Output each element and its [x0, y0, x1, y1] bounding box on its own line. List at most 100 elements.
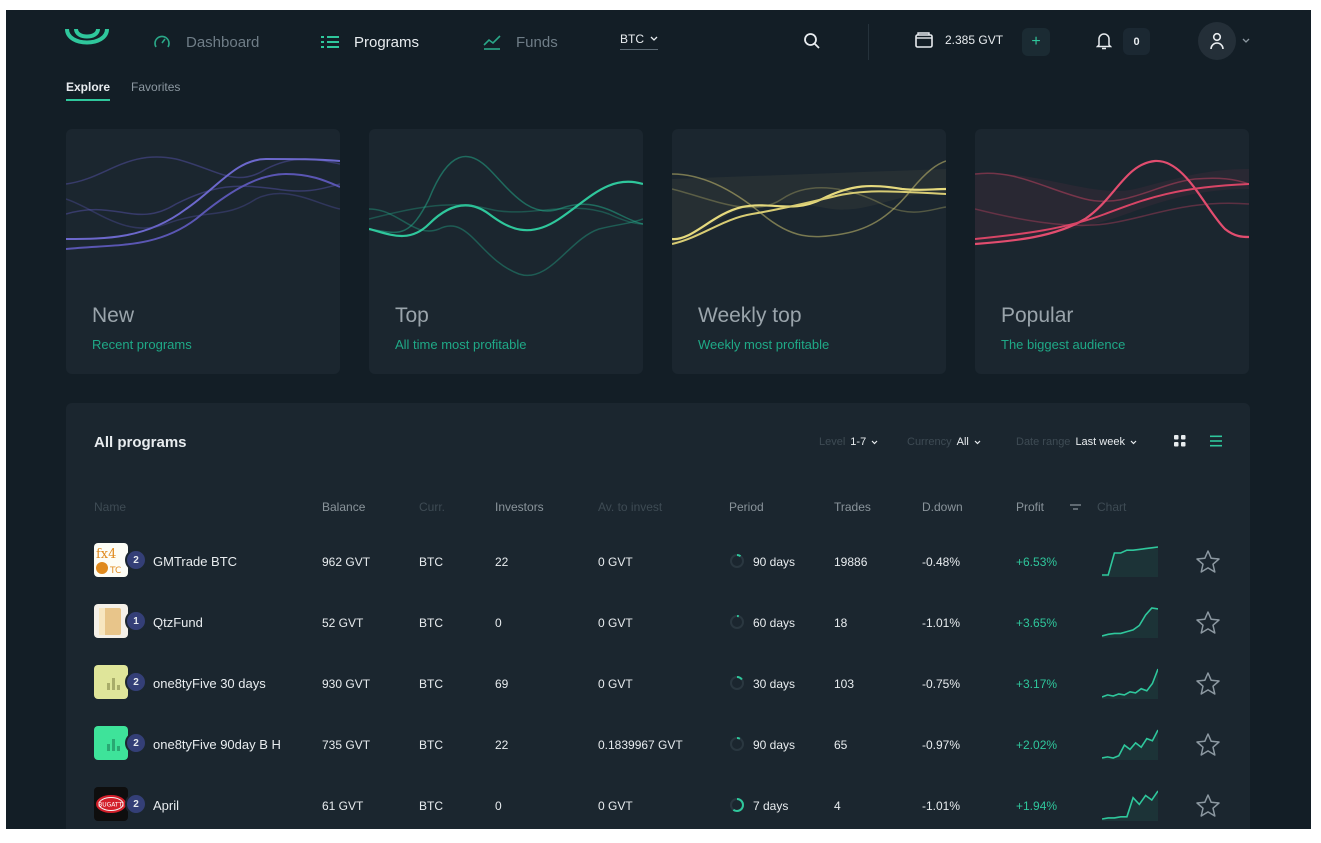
- cell-period: 60 days: [753, 616, 796, 630]
- nav-funds[interactable]: Funds: [482, 32, 558, 52]
- profit-sparkline: [1102, 607, 1158, 638]
- cell-trades: 103: [834, 677, 855, 691]
- profit-sparkline: [1102, 729, 1158, 760]
- cell-drawdown: -0.75%: [922, 677, 961, 691]
- explore-tabs: Explore Favorites: [66, 80, 180, 101]
- cell-balance: 61 GVT: [322, 799, 364, 813]
- program-name[interactable]: one8tyFive 90day B H: [153, 737, 281, 752]
- column-header-drawdown[interactable]: D.down: [922, 500, 963, 514]
- profit-sparkline: [1102, 790, 1158, 821]
- wallet-balance[interactable]: 2.385 GVT: [915, 32, 1003, 48]
- card-popular[interactable]: Popular The biggest audience: [975, 129, 1249, 374]
- cell-available-to-invest: 0 GVT: [598, 616, 633, 630]
- column-header-currency[interactable]: Curr.: [419, 500, 446, 514]
- filter-level[interactable]: Level 1-7: [819, 436, 878, 448]
- favorite-star-icon[interactable]: [1195, 671, 1221, 697]
- cell-period: 90 days: [753, 738, 796, 752]
- bell-icon[interactable]: [1096, 32, 1112, 50]
- profit-sparkline: [1102, 546, 1158, 577]
- grid-view-icon[interactable]: [1174, 435, 1186, 447]
- filter-date-range-value: Last week: [1075, 436, 1125, 448]
- cell-profit: +3.17%: [1016, 677, 1058, 691]
- column-header-period[interactable]: Period: [729, 500, 764, 514]
- cell-available-to-invest: 0.1839967 GVT: [598, 738, 683, 752]
- nav-dashboard[interactable]: Dashboard: [152, 32, 259, 52]
- level-badge: 2: [125, 549, 147, 571]
- cell-trades: 65: [834, 738, 848, 752]
- filter-date-range[interactable]: Date range Last week: [1016, 436, 1137, 448]
- currency-select[interactable]: BTC: [620, 32, 658, 50]
- program-name[interactable]: GMTrade BTC: [153, 554, 238, 569]
- tab-explore[interactable]: Explore: [66, 80, 111, 101]
- level-badge: 2: [125, 671, 147, 693]
- program-logo[interactable]: [94, 665, 128, 699]
- table-row[interactable]: 1 QtzFund 52 GVT BTC 0 0 GVT 18 -1.01% +3.65% 60 …: [66, 594, 1250, 655]
- card-weekly-top-title: Weekly top: [698, 304, 802, 327]
- program-name[interactable]: April: [153, 798, 180, 813]
- column-header-trades[interactable]: Trades: [834, 500, 871, 514]
- program-logo[interactable]: fx4 TC: [94, 543, 128, 577]
- table-row[interactable]: 2 one8tyFive 90day B H 735 GVT BTC 22 0.18399…: [66, 716, 1250, 777]
- program-logo[interactable]: [94, 726, 128, 760]
- favorite-star-icon[interactable]: [1195, 549, 1221, 575]
- cell-drawdown: -1.01%: [922, 799, 961, 813]
- chart-line-icon: [483, 35, 501, 50]
- period-progress-icon: [730, 798, 744, 812]
- program-name[interactable]: one8tyFive 30 days: [153, 676, 266, 691]
- column-header-balance[interactable]: Balance: [322, 500, 366, 514]
- chevron-down-icon[interactable]: [1242, 38, 1250, 44]
- program-logo[interactable]: BUGATTI: [94, 787, 128, 821]
- program-name[interactable]: QtzFund: [153, 615, 203, 630]
- cell-investors: 22: [495, 555, 509, 569]
- filter-date-range-label: Date range: [1016, 436, 1071, 448]
- card-weekly-top-subtitle: Weekly most profitable: [698, 337, 830, 352]
- column-header-name[interactable]: Name: [94, 500, 127, 514]
- column-header-investors[interactable]: Investors: [495, 500, 544, 514]
- filter-level-value: 1-7: [850, 436, 867, 448]
- period-progress-icon: [730, 554, 744, 568]
- list-view-icon[interactable]: [1210, 435, 1222, 447]
- avatar[interactable]: [1198, 22, 1236, 60]
- search-icon[interactable]: [803, 32, 821, 50]
- cell-currency: BTC: [419, 738, 443, 752]
- nav-programs[interactable]: Programs: [320, 32, 419, 52]
- card-top[interactable]: Top All time most profitable: [369, 129, 643, 374]
- cell-profit: +2.02%: [1016, 738, 1058, 752]
- table-row[interactable]: BUGATTI 2 April 61 GVT BTC 0 0 GVT 4 -1.01% +1.94…: [66, 777, 1250, 829]
- cell-currency: BTC: [419, 677, 443, 691]
- table-row[interactable]: fx4 TC 2 GMTrade BTC 962 GVT BTC 22 0 GVT 19886 -…: [66, 533, 1250, 594]
- program-logo[interactable]: [94, 604, 128, 638]
- chevron-down-icon: [974, 440, 981, 444]
- currency-select-value: BTC: [620, 32, 644, 46]
- level-badge: 2: [125, 732, 147, 754]
- cell-balance: 735 GVT: [322, 738, 371, 752]
- app-window: Dashboard Programs Funds BTC 2.385 GVT +…: [6, 10, 1311, 829]
- card-new[interactable]: New Recent programs: [66, 129, 340, 374]
- sort-icon[interactable]: [1070, 503, 1081, 511]
- chevron-down-icon: [1130, 440, 1137, 444]
- tab-favorites[interactable]: Favorites: [131, 80, 181, 94]
- svg-text:TC: TC: [109, 566, 121, 576]
- favorite-star-icon[interactable]: [1195, 732, 1221, 758]
- notifications-count[interactable]: 0: [1123, 28, 1150, 55]
- cell-drawdown: -0.97%: [922, 738, 961, 752]
- list-icon: [321, 36, 339, 48]
- add-funds-button[interactable]: +: [1022, 28, 1050, 56]
- cell-available-to-invest: 0 GVT: [598, 677, 633, 691]
- card-new-title: New: [92, 304, 135, 327]
- level-badge: 1: [125, 610, 147, 632]
- nav-programs-label: Programs: [354, 33, 420, 51]
- cell-balance: 52 GVT: [322, 616, 364, 630]
- nav-dashboard-label: Dashboard: [186, 33, 260, 51]
- cell-investors: 0: [495, 616, 502, 630]
- favorite-star-icon[interactable]: [1195, 793, 1221, 819]
- table-row[interactable]: 2 one8tyFive 30 days 930 GVT BTC 69 0 GVT 103 -…: [66, 655, 1250, 716]
- genesis-logo-icon[interactable]: [64, 25, 110, 55]
- filter-currency[interactable]: Currency All: [907, 436, 981, 448]
- card-weekly-top[interactable]: Weekly top Weekly most profitable: [672, 129, 946, 374]
- favorite-star-icon[interactable]: [1195, 610, 1221, 636]
- cell-investors: 0: [495, 799, 502, 813]
- column-header-profit[interactable]: Profit: [1016, 500, 1045, 514]
- card-top-title: Top: [395, 304, 429, 327]
- column-header-available[interactable]: Av. to invest: [598, 500, 663, 514]
